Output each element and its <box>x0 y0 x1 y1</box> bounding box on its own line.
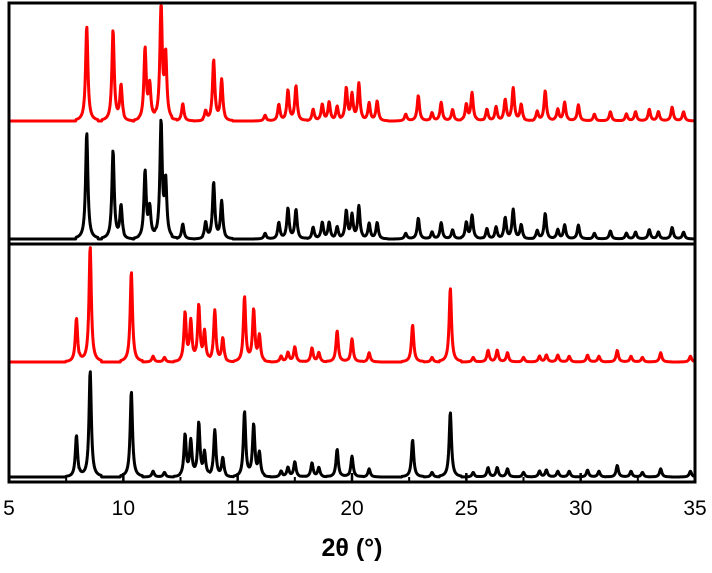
series-line-bottom-red <box>7 246 697 364</box>
series-line-bottom-black <box>7 370 697 479</box>
series-line-top-red <box>7 4 697 123</box>
x-tick-label: 25 <box>455 497 478 520</box>
x-tick-label: 10 <box>112 497 135 520</box>
x-tick-label: 30 <box>569 497 592 520</box>
x-tick-label: 35 <box>683 497 706 520</box>
x-axis-ticks: 5 10 15 20 25 30 35 <box>3 473 707 520</box>
series-line-top-black <box>7 118 697 241</box>
x-tick-label: 15 <box>226 497 249 520</box>
series-layer <box>7 4 697 479</box>
x-tick-label: 20 <box>340 497 363 520</box>
x-axis-label: 2θ (°) <box>321 534 382 562</box>
x-tick-label: 5 <box>3 497 15 520</box>
